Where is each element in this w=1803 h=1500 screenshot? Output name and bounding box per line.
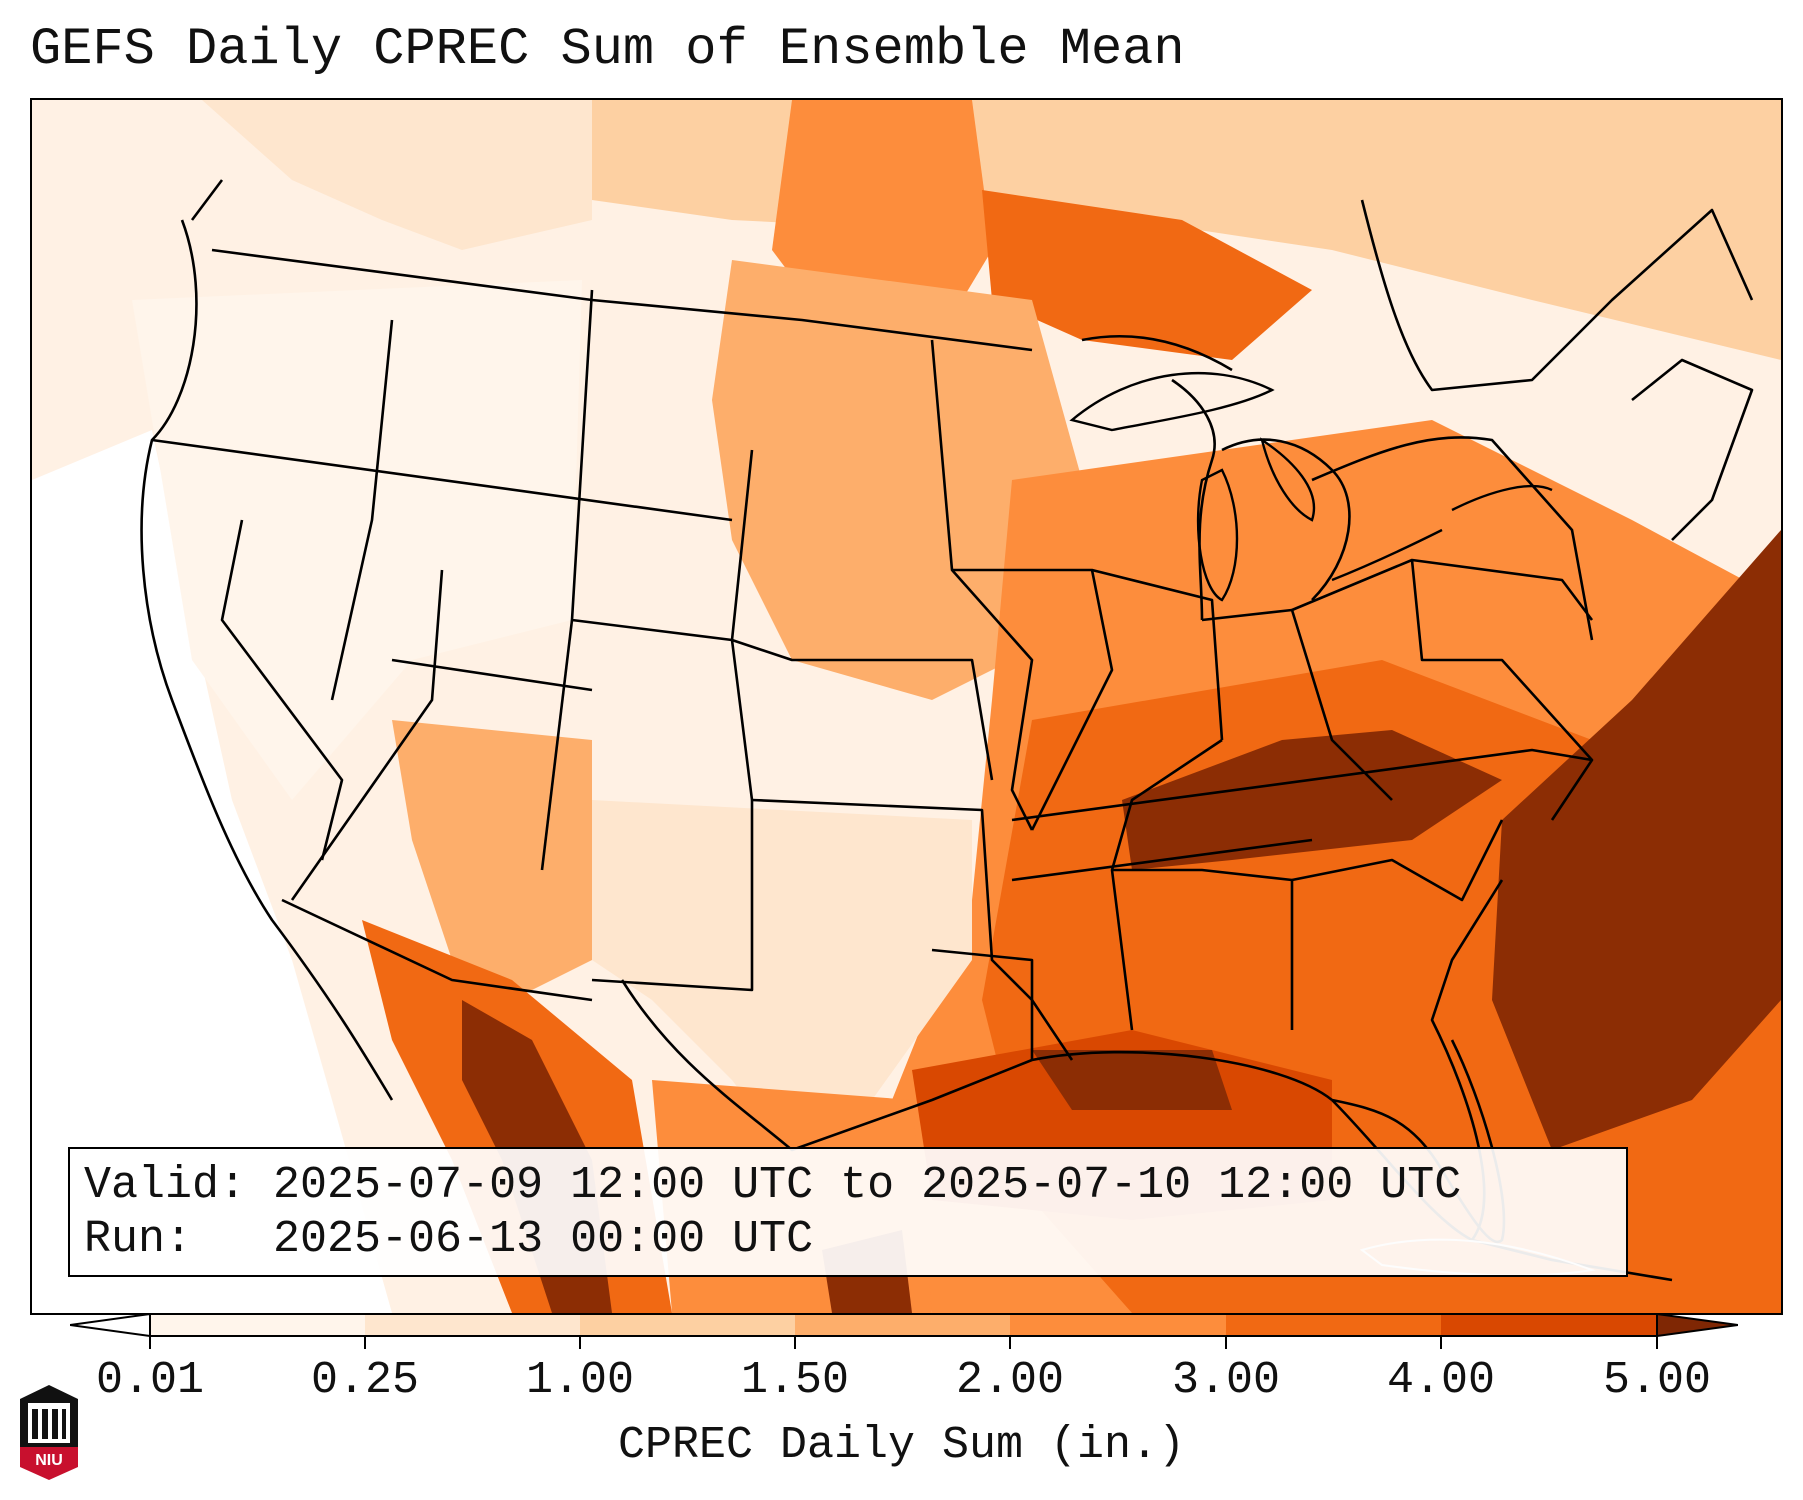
colorbar-label: CPREC Daily Sum (in.) — [617, 1420, 1186, 1471]
logo-text: NIU — [35, 1452, 63, 1469]
precip-region-canada-east — [982, 190, 1312, 360]
colorbar-tick-label: 1.50 — [740, 1355, 850, 1406]
colorbar-tick-label: 0.01 — [95, 1355, 205, 1406]
lake-ontario — [1451, 484, 1553, 512]
lake-huron — [1260, 437, 1315, 522]
colorbar-tick — [149, 1337, 151, 1349]
colorbar-tick — [1656, 1337, 1658, 1349]
precip-region-west-lightest — [132, 280, 582, 800]
colorbar-segment-7 — [1441, 1314, 1657, 1336]
colorbar-segment-2 — [365, 1314, 580, 1336]
lake-superior — [1069, 371, 1275, 432]
pacific-low-precip — [32, 430, 392, 1313]
map-title: GEFS Daily CPREC Sum of Ensemble Mean — [30, 20, 1185, 79]
colorbar-tick — [364, 1337, 366, 1349]
precip-region-southwest — [392, 720, 592, 1000]
colorbar-tick-label: 3.00 — [1171, 1355, 1281, 1406]
precip-region-texas — [592, 800, 972, 1160]
colorbar-tick-label: 4.00 — [1386, 1355, 1496, 1406]
precip-region-light — [202, 100, 592, 250]
run-time-text: Run: 2025-06-13 00:00 UTC — [84, 1214, 814, 1265]
lake-erie — [1331, 528, 1443, 582]
colorbar-tick — [1009, 1337, 1011, 1349]
colorbar-segment-3 — [580, 1314, 795, 1336]
colorbar — [70, 1313, 1738, 1337]
colorbar-tick — [1440, 1337, 1442, 1349]
colorbar-under-arrow — [70, 1313, 151, 1337]
state-boundaries — [140, 179, 1754, 1282]
colorbar-segment-1 — [150, 1314, 365, 1336]
precip-max-gulf-coast — [1032, 1050, 1232, 1110]
precip-max-tennessee — [1122, 730, 1502, 870]
colorbar-segment-6 — [1226, 1314, 1441, 1336]
colorbar-tick-label: 0.25 — [310, 1355, 420, 1406]
lake-michigan — [1196, 468, 1239, 602]
precip-region-plains — [712, 260, 1082, 700]
valid-time-text: Valid: 2025-07-09 12:00 UTC to 2025-07-1… — [84, 1160, 1462, 1211]
niu-building-logo-icon: NIU — [20, 1385, 78, 1480]
colorbar-tick — [579, 1337, 581, 1349]
colorbar-tick-label: 5.00 — [1602, 1355, 1712, 1406]
colorbar-tick-label: 1.00 — [525, 1355, 635, 1406]
valid-run-info-box: Valid: 2025-07-09 12:00 UTC to 2025-07-1… — [68, 1147, 1628, 1277]
colorbar-segment-5 — [1010, 1314, 1226, 1336]
precip-map — [30, 98, 1783, 1315]
colorbar-tick — [1225, 1337, 1227, 1349]
colorbar-segment-4 — [795, 1314, 1010, 1336]
colorbar-over-arrow — [1656, 1313, 1738, 1337]
precip-max-atlantic — [1492, 530, 1781, 1150]
colorbar-tick — [794, 1337, 796, 1349]
colorbar-tick-label: 2.00 — [955, 1355, 1065, 1406]
